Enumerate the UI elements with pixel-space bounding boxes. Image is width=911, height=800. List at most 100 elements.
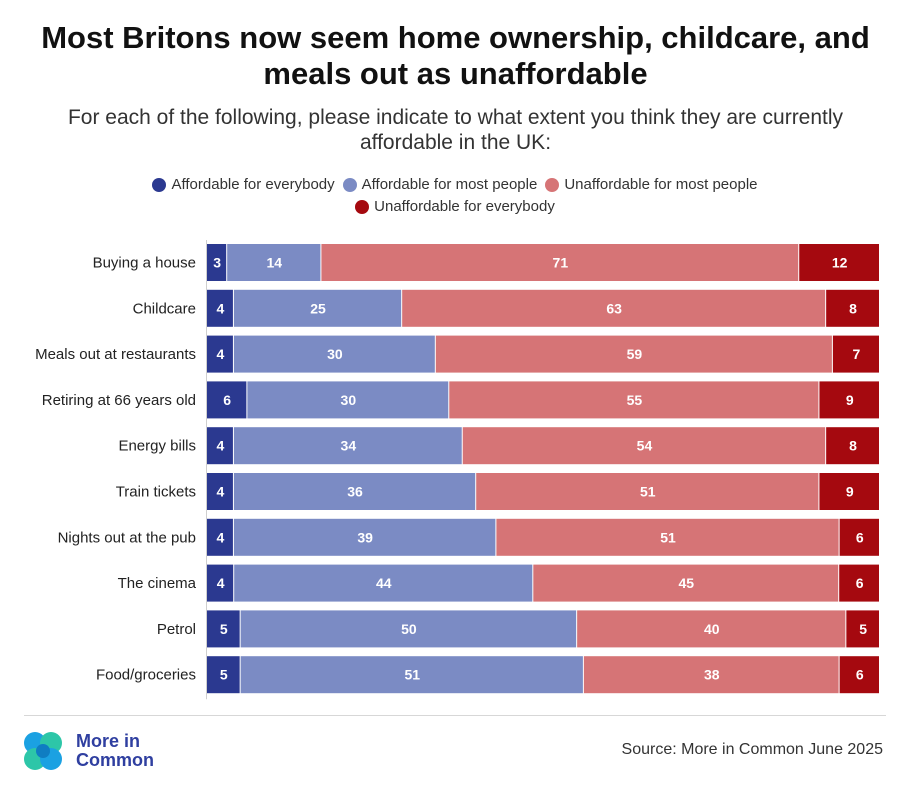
category-label: Petrol xyxy=(157,621,196,638)
logo-mark-icon xyxy=(24,732,62,770)
bar-segment-affordable-everybody xyxy=(207,289,233,327)
legend-dot-affordable-most xyxy=(342,178,357,192)
bar-segment-affordable-everybody xyxy=(207,244,227,281)
data-label-unaffordable-everybody: 6 xyxy=(856,575,864,591)
chart-legend: Affordable for everybody Affordable for … xyxy=(60,174,850,218)
data-label-unaffordable-most: 38 xyxy=(704,667,720,683)
bar-segment-affordable-everybody xyxy=(207,564,234,602)
chart-subtitle-line-2: affordable in the UK: xyxy=(359,131,552,154)
data-label-unaffordable-everybody: 6 xyxy=(856,667,864,683)
data-label-unaffordable-everybody: 8 xyxy=(849,438,857,454)
logo-wordmark-line-2: Common xyxy=(76,750,154,770)
bar-segment-affordable-everybody xyxy=(207,381,247,419)
data-label-affordable-everybody: 5 xyxy=(220,621,228,637)
data-label-affordable-everybody: 4 xyxy=(217,484,225,500)
bar-segment-unaffordable-most xyxy=(533,564,839,602)
data-label-affordable-most: 51 xyxy=(404,667,420,683)
legend-label-affordable-most: Affordable for most people xyxy=(361,176,538,193)
source-note: Source: More in Common June 2025 xyxy=(621,741,883,758)
chart-subtitle: For each of the following, please indica… xyxy=(0,105,911,155)
data-label-affordable-everybody: 4 xyxy=(217,575,225,591)
bar-segment-unaffordable-everybody xyxy=(826,289,879,327)
data-label-unaffordable-most: 71 xyxy=(553,255,569,271)
bar-segment-unaffordable-most xyxy=(435,335,832,373)
bar-segment-affordable-most xyxy=(234,564,533,602)
data-label-unaffordable-everybody: 12 xyxy=(832,255,848,271)
data-label-unaffordable-everybody: 5 xyxy=(859,621,867,637)
data-label-affordable-everybody: 4 xyxy=(217,529,225,545)
category-label: Childcare xyxy=(133,300,196,317)
legend-row-2: Unaffordable for everybody xyxy=(60,196,850,218)
data-label-affordable-most: 36 xyxy=(347,484,363,500)
data-label-unaffordable-most: 55 xyxy=(627,392,643,408)
legend-item-unaffordable-most: Unaffordable for most people xyxy=(545,174,758,196)
chart-subtitle-line-1: For each of the following, please indica… xyxy=(67,106,844,129)
legend-label-unaffordable-everybody: Unaffordable for everybody xyxy=(374,198,555,215)
data-label-affordable-most: 44 xyxy=(376,575,392,591)
category-label: Retiring at 66 years old xyxy=(42,392,196,409)
bar-segment-unaffordable-most xyxy=(462,427,826,465)
category-label: The cinema xyxy=(118,575,197,592)
category-label: Energy bills xyxy=(118,438,196,455)
bar-segment-unaffordable-everybody xyxy=(839,564,879,602)
bar-segment-unaffordable-everybody xyxy=(826,427,879,465)
bar-segment-affordable-most xyxy=(233,289,402,327)
legend-dot-unaffordable-everybody xyxy=(355,200,370,214)
bar-segment-unaffordable-everybody xyxy=(832,335,879,373)
data-label-affordable-most: 14 xyxy=(267,255,283,271)
category-label: Nights out at the pub xyxy=(58,529,196,546)
data-label-affordable-most: 34 xyxy=(341,438,357,454)
chart-title: Most Britons now seem home ownership, ch… xyxy=(0,20,911,92)
bar-segment-unaffordable-everybody xyxy=(819,473,879,510)
data-label-affordable-everybody: 5 xyxy=(220,667,228,683)
data-label-unaffordable-everybody: 8 xyxy=(849,300,857,316)
legend-dot-unaffordable-most xyxy=(545,178,560,192)
bar-segment-affordable-most xyxy=(233,335,435,373)
data-label-unaffordable-most: 59 xyxy=(627,346,643,362)
footer-divider xyxy=(24,715,886,716)
bar-segment-affordable-most xyxy=(227,244,321,281)
bar-segment-affordable-most xyxy=(233,427,462,465)
data-label-affordable-most: 25 xyxy=(310,300,326,316)
data-label-affordable-most: 30 xyxy=(327,346,343,362)
data-label-affordable-everybody: 6 xyxy=(223,392,231,408)
legend-label-affordable-everybody: Affordable for everybody xyxy=(171,176,335,193)
bar-segment-affordable-everybody xyxy=(207,473,233,510)
bar-segment-affordable-most xyxy=(240,610,577,648)
data-label-unaffordable-everybody: 7 xyxy=(853,346,861,362)
bar-segment-unaffordable-most xyxy=(402,289,826,327)
chart-title-line-1: Most Britons now seem home ownership, ch… xyxy=(41,20,870,55)
data-label-affordable-most: 39 xyxy=(357,529,373,545)
bar-segment-unaffordable-everybody xyxy=(839,518,879,556)
data-label-unaffordable-everybody: 9 xyxy=(846,484,854,500)
data-label-unaffordable-most: 45 xyxy=(678,575,694,591)
bar-segment-affordable-everybody xyxy=(207,610,240,648)
data-label-unaffordable-most: 40 xyxy=(704,621,720,637)
bar-segment-unaffordable-everybody xyxy=(839,656,879,694)
data-label-unaffordable-most: 51 xyxy=(660,529,676,545)
data-label-unaffordable-most: 63 xyxy=(606,300,622,316)
category-label: Buying a house xyxy=(93,255,196,272)
more-in-common-logo: More in Common xyxy=(20,728,154,774)
data-label-affordable-most: 50 xyxy=(401,621,417,637)
bar-segment-affordable-everybody xyxy=(207,427,233,465)
legend-label-unaffordable-most: Unaffordable for most people xyxy=(564,176,758,193)
bar-segment-affordable-most xyxy=(233,473,476,510)
legend-item-affordable-most: Affordable for most people xyxy=(342,174,538,196)
legend-item-affordable-everybody: Affordable for everybody xyxy=(152,174,335,196)
bar-segment-affordable-everybody xyxy=(207,656,240,694)
bar-segment-unaffordable-everybody xyxy=(846,610,879,648)
bar-segment-unaffordable-most xyxy=(449,381,819,419)
legend-dot-affordable-everybody xyxy=(152,178,167,192)
data-label-affordable-everybody: 4 xyxy=(217,346,225,362)
bar-segment-affordable-everybody xyxy=(207,335,233,373)
data-label-unaffordable-most: 54 xyxy=(637,438,653,454)
data-label-unaffordable-everybody: 9 xyxy=(846,392,854,408)
bar-segment-unaffordable-most xyxy=(577,610,846,648)
bar-segment-unaffordable-most xyxy=(321,244,799,281)
data-label-affordable-most: 30 xyxy=(341,392,357,408)
bar-segment-unaffordable-everybody xyxy=(819,381,879,419)
logo-wordmark: More in Common xyxy=(76,732,154,770)
data-label-affordable-everybody: 4 xyxy=(217,438,225,454)
